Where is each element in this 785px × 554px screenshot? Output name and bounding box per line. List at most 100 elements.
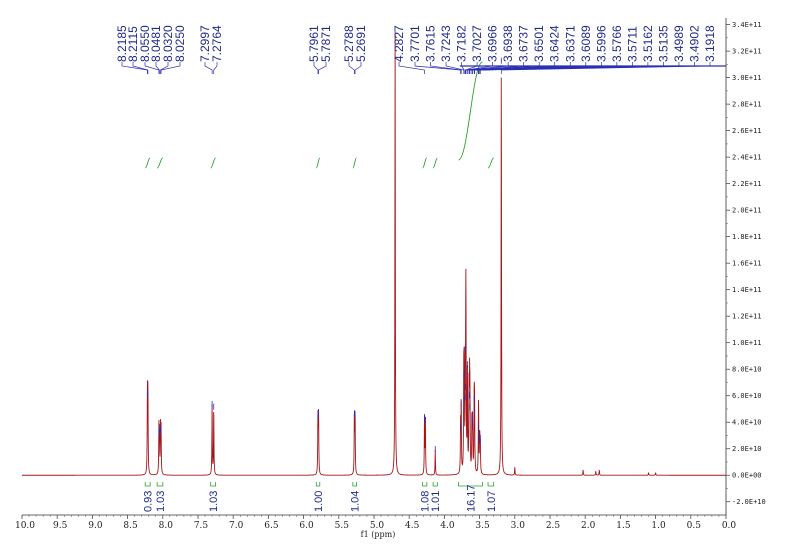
x-tick-label: 7.5: [194, 521, 209, 531]
y-tick-label: 2.2E+11: [732, 180, 762, 188]
peak-pick-lines: [121, 62, 726, 74]
x-tick-label: 1.5: [616, 521, 631, 531]
peak-connector: [160, 62, 169, 74]
x-tick-label: 0.0: [722, 521, 737, 531]
integral-curve: [487, 157, 494, 169]
peak-label: 8.2185: [115, 25, 129, 62]
x-tick-label: 2.0: [581, 521, 596, 531]
y-tick-label: 1.0E+11: [732, 339, 762, 347]
peak-connector: [318, 62, 327, 74]
x-tick-label: 4.0: [440, 521, 455, 531]
integral-value: 1.00: [313, 491, 325, 512]
integral-curve: [156, 157, 164, 169]
peak-label: 3.5135: [656, 25, 670, 62]
integral-bracket: [315, 482, 321, 487]
y-tick-label: 2.0E+10: [732, 445, 762, 453]
x-axis-label: f1 (ppm): [361, 530, 396, 539]
x-tick-label: 2.5: [546, 521, 561, 531]
peak-label: 8.0481: [149, 25, 163, 62]
peak-label: 8.2115: [126, 26, 140, 62]
y-tick-label: 2.6E+11: [732, 127, 762, 135]
integral-curve: [432, 157, 438, 169]
x-tick-label: 3.0: [511, 521, 526, 531]
peak-connector: [398, 62, 425, 74]
y-tick-label: -2.0E+10: [732, 498, 766, 506]
x-tick-label: 6.0: [299, 521, 314, 531]
x-tick-label: 5.0: [370, 521, 385, 531]
peak-label: 7.2997: [198, 25, 212, 62]
x-tick-label: 9.0: [88, 521, 103, 531]
integral-bracket: [156, 482, 164, 487]
peak-label: 3.4902: [687, 25, 701, 62]
peak-label: 3.7027: [470, 25, 484, 62]
x-tick-label: 0.5: [687, 521, 702, 531]
integral-curve: [144, 157, 151, 169]
integral-bracket: [144, 482, 151, 487]
peak-connector: [204, 62, 213, 74]
y-tick-label: 0.0E+00: [732, 472, 762, 480]
integral-bracket: [422, 482, 428, 487]
integral-bracket: [487, 482, 495, 487]
peak-label: 3.6089: [579, 25, 593, 62]
x-tick-label: 3.5: [475, 521, 490, 531]
integral-value: 1.07: [486, 491, 498, 512]
peak-connector: [468, 62, 540, 74]
x-tick-label: 9.5: [53, 521, 68, 531]
integral-value: 1.08: [420, 491, 432, 512]
x-axis: 10.0 9.5 9.0 8.5 8.0 7.5 7.0 6.5 6.0 5.5 5.0 4.5 4.0…: [15, 514, 737, 531]
peak-label: 8.0550: [138, 25, 152, 62]
integral-curve: [315, 157, 321, 169]
y-axis: 3.4E+11 3.2E+11 3.0E+11 2.8E+11 2.6E+11 2.4E+…: [725, 18, 766, 515]
peak-connector: [467, 62, 525, 74]
integral-value: 16.17: [465, 484, 477, 512]
integral-value: 1.03: [208, 491, 220, 512]
y-tick-label: 3.4E+11: [732, 21, 762, 29]
integral-curve: [210, 157, 216, 169]
y-tick-label: 1.4E+11: [732, 286, 762, 294]
peak-connector: [479, 62, 695, 74]
integral-curve: [458, 61, 483, 161]
peak-label: 5.7871: [319, 25, 333, 62]
x-tick-label: 8.5: [123, 521, 138, 531]
y-tick-label: 8.0E+10: [732, 366, 762, 374]
peak-label: 3.7701: [408, 25, 422, 62]
x-tick-label: 6.5: [264, 521, 279, 531]
integral-curve: [352, 157, 357, 169]
peak-connector: [313, 62, 319, 74]
peak-label: 3.7615: [424, 25, 438, 62]
peak-label: 3.5996: [594, 25, 608, 62]
integral-bracket: [352, 482, 357, 487]
integral-bracket: [432, 482, 438, 487]
integral-bracket: [210, 482, 216, 487]
y-tick-label: 2.0E+11: [732, 207, 762, 215]
peak-label: 3.4989: [672, 25, 686, 62]
peak-label: 3.6501: [532, 25, 546, 62]
peak-label: 3.7182: [455, 25, 469, 62]
x-tick-label: 8.0: [159, 521, 174, 531]
y-tick-label: 3.2E+11: [732, 48, 762, 56]
integral-curves: [144, 61, 494, 169]
peak-connector: [500, 62, 711, 74]
x-tick-label: 1.0: [651, 521, 666, 531]
peak-connector: [354, 62, 362, 74]
spectrum-line: [22, 35, 726, 476]
integral-bracket: [458, 482, 483, 487]
y-tick-label: 1.2E+11: [732, 313, 762, 321]
peak-connector: [144, 62, 160, 74]
y-tick-label: 2.8E+11: [732, 101, 762, 109]
peak-connector: [465, 62, 509, 74]
peak-label: 3.6737: [517, 25, 531, 62]
peak-connector: [348, 62, 355, 74]
integral-value: 1.04: [350, 491, 362, 512]
peak-connector: [155, 62, 160, 74]
integral-value: 1.01: [430, 491, 442, 512]
peak-label: 3.5162: [641, 25, 655, 62]
peak-label: 3.5766: [610, 25, 624, 62]
x-tick-label: 4.5: [405, 521, 420, 531]
peak-connector: [213, 62, 218, 74]
integral-value: 1.03: [155, 491, 167, 512]
peak-connector: [430, 62, 462, 74]
peak-connector: [461, 62, 465, 74]
